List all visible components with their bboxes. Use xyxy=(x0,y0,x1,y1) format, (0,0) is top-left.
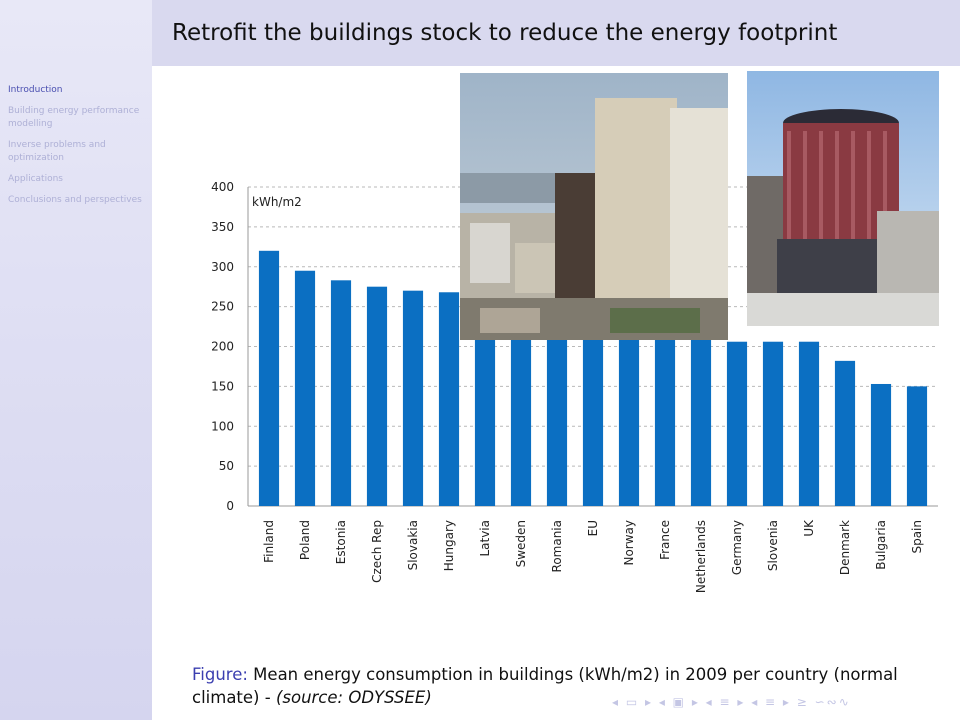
x-tick-label: Netherlands xyxy=(694,520,708,593)
y-tick-label: 50 xyxy=(219,459,234,473)
bar xyxy=(474,338,496,506)
bar xyxy=(906,386,928,506)
x-tick-label: Sweden xyxy=(514,520,528,567)
x-tick-label: Estonia xyxy=(334,520,348,564)
bar xyxy=(510,338,532,506)
figure-label: Figure: xyxy=(192,665,248,684)
x-tick-label: Slovenia xyxy=(766,520,780,571)
y-tick-label: 400 xyxy=(211,180,234,194)
sidebar-item-applications[interactable]: Applications xyxy=(8,174,63,184)
caption-source: (source: ODYSSEE) xyxy=(275,688,432,707)
y-tick-label: 250 xyxy=(211,300,234,314)
bar xyxy=(870,383,892,506)
x-tick-label: Czech Rep xyxy=(370,520,384,583)
x-tick-label: EU xyxy=(586,520,600,536)
x-tick-label: Latvia xyxy=(478,520,492,557)
y-tick-label: 300 xyxy=(211,260,234,274)
figure-caption: Figure: Mean energy consumption in build… xyxy=(192,663,942,709)
sidebar-item-building-energy-modelling[interactable]: Building energy performance modelling xyxy=(8,106,140,129)
x-tick-label: Germany xyxy=(730,520,744,575)
x-tick-label: Denmark xyxy=(838,520,852,575)
bar xyxy=(690,338,712,506)
bar xyxy=(546,338,568,506)
bar xyxy=(582,338,604,506)
x-tick-label: France xyxy=(658,520,672,560)
bar xyxy=(618,338,640,506)
bar xyxy=(726,341,748,506)
x-tick-label: Finland xyxy=(262,520,276,563)
bar xyxy=(330,280,352,506)
sidebar-item-conclusions[interactable]: Conclusions and perspectives xyxy=(8,195,142,205)
x-tick-label: Bulgaria xyxy=(874,520,888,570)
x-tick-label: Hungary xyxy=(442,520,456,571)
sidebar: Introduction Building energy performance… xyxy=(0,0,152,720)
photo-round-building xyxy=(747,71,939,326)
x-tick-label: Norway xyxy=(622,520,636,566)
y-tick-label: 200 xyxy=(211,340,234,354)
sidebar-nav: Introduction Building energy performance… xyxy=(8,84,146,215)
bar xyxy=(294,270,316,506)
y-tick-label: 0 xyxy=(226,499,234,513)
x-tick-label: UK xyxy=(802,519,816,537)
y-tick-label: 150 xyxy=(211,379,234,393)
bar xyxy=(654,338,676,506)
beamer-navigation-symbols[interactable]: ◂ ▭ ▸ ◂ ▣ ▸ ◂ ≡ ▸ ◂ ≡ ▸ ≥ ∽∾∿ xyxy=(612,695,851,709)
sidebar-item-inverse-problems[interactable]: Inverse problems and optimization xyxy=(8,140,106,163)
bar xyxy=(798,341,820,506)
x-tick-label: Slovakia xyxy=(406,520,420,570)
photo-highrise-towers xyxy=(460,73,728,340)
slide-title: Retrofit the buildings stock to reduce t… xyxy=(172,20,838,46)
y-tick-label: 100 xyxy=(211,419,234,433)
sidebar-item-introduction[interactable]: Introduction xyxy=(8,85,63,95)
bar xyxy=(762,341,784,506)
x-tick-label: Romania xyxy=(550,520,564,572)
x-tick-label: Spain xyxy=(910,520,924,554)
bar xyxy=(258,250,280,506)
bar xyxy=(402,290,424,506)
caption-text: Mean energy consumption in buildings (kW… xyxy=(192,665,898,707)
slide-header: Retrofit the buildings stock to reduce t… xyxy=(152,0,960,66)
x-tick-label: Poland xyxy=(298,520,312,560)
bar xyxy=(438,292,460,506)
y-tick-label: 350 xyxy=(211,220,234,234)
bar xyxy=(366,286,388,506)
bar xyxy=(834,360,856,506)
y-axis-label: kWh/m2 xyxy=(252,195,302,209)
